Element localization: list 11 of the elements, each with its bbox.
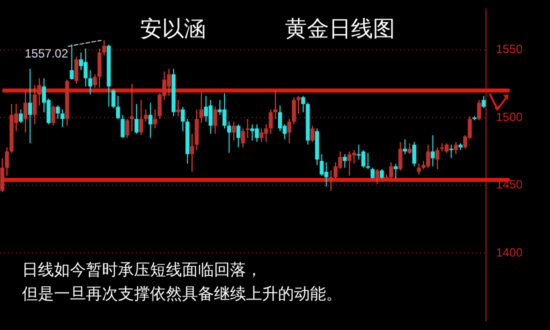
annotation: 1557.02: [24, 46, 68, 61]
annotation: 但是一旦再次支撑依然具备继续上升的动能。: [22, 283, 342, 305]
candlestick: [273, 90, 278, 119]
chart-subtitle: 安以涵: [140, 16, 206, 44]
y-tick-label: 1500: [496, 110, 524, 124]
chart-title: 黄金日线图: [285, 16, 395, 44]
y-tick-label: 1550: [496, 42, 524, 56]
annotation: 日线如今暂时承压短线面临回落，: [22, 259, 263, 281]
y-tick-label: 1400: [496, 245, 524, 260]
candlestick: [130, 84, 134, 132]
candlestick: [246, 118, 250, 138]
